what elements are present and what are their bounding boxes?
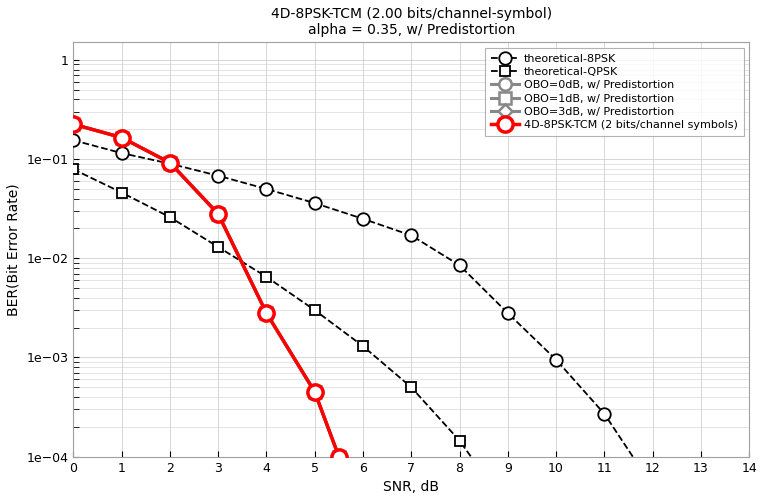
theoretical-QPSK: [214, 244, 223, 250]
theoretical-QPSK: [117, 189, 126, 195]
OBO=1dB, w/ Predistortion: [117, 135, 126, 141]
4D-8PSK-TCM (2 bits/channel symbols): [165, 160, 174, 166]
theoretical-8PSK: [552, 357, 561, 363]
OBO=0dB, w/ Predistortion: [165, 160, 174, 166]
X-axis label: SNR, dB: SNR, dB: [384, 480, 439, 494]
OBO=1dB, w/ Predistortion: [214, 211, 223, 217]
theoretical-8PSK: [600, 411, 609, 417]
theoretical-8PSK: [503, 310, 513, 316]
theoretical-8PSK: [69, 137, 78, 143]
theoretical-QPSK: [69, 166, 78, 172]
OBO=3dB, w/ Predistortion: [69, 121, 78, 127]
Line: theoretical-QPSK: theoretical-QPSK: [69, 164, 609, 501]
4D-8PSK-TCM (2 bits/channel symbols): [117, 135, 126, 141]
OBO=3dB, w/ Predistortion: [335, 453, 344, 459]
theoretical-QPSK: [406, 384, 416, 390]
4D-8PSK-TCM (2 bits/channel symbols): [335, 453, 344, 459]
theoretical-8PSK: [165, 161, 174, 167]
Y-axis label: BER(Bit Error Rate): BER(Bit Error Rate): [7, 183, 21, 316]
theoretical-QPSK: [358, 343, 367, 349]
OBO=0dB, w/ Predistortion: [262, 310, 271, 316]
theoretical-8PSK: [214, 173, 223, 179]
theoretical-8PSK: [648, 483, 657, 489]
OBO=0dB, w/ Predistortion: [214, 211, 223, 217]
OBO=3dB, w/ Predistortion: [310, 389, 319, 395]
Line: OBO=3dB, w/ Predistortion: OBO=3dB, w/ Predistortion: [69, 119, 344, 461]
theoretical-QPSK: [455, 438, 464, 444]
OBO=3dB, w/ Predistortion: [262, 310, 271, 316]
4D-8PSK-TCM (2 bits/channel symbols): [262, 310, 271, 316]
OBO=3dB, w/ Predistortion: [165, 160, 174, 166]
4D-8PSK-TCM (2 bits/channel symbols): [310, 389, 319, 395]
theoretical-QPSK: [310, 307, 319, 313]
theoretical-8PSK: [262, 186, 271, 192]
Legend: theoretical-8PSK, theoretical-QPSK, OBO=0dB, w/ Predistortion, OBO=1dB, w/ Predi: theoretical-8PSK, theoretical-QPSK, OBO=…: [485, 48, 743, 136]
OBO=1dB, w/ Predistortion: [69, 121, 78, 127]
OBO=1dB, w/ Predistortion: [310, 389, 319, 395]
OBO=0dB, w/ Predistortion: [117, 135, 126, 141]
OBO=3dB, w/ Predistortion: [117, 135, 126, 141]
theoretical-8PSK: [455, 263, 464, 269]
4D-8PSK-TCM (2 bits/channel symbols): [214, 211, 223, 217]
theoretical-8PSK: [358, 216, 367, 222]
theoretical-8PSK: [310, 200, 319, 206]
theoretical-8PSK: [406, 232, 416, 238]
OBO=3dB, w/ Predistortion: [214, 211, 223, 217]
theoretical-QPSK: [165, 214, 174, 220]
theoretical-QPSK: [262, 274, 271, 280]
OBO=1dB, w/ Predistortion: [335, 453, 344, 459]
OBO=0dB, w/ Predistortion: [69, 121, 78, 127]
Line: OBO=0dB, w/ Predistortion: OBO=0dB, w/ Predistortion: [67, 118, 345, 463]
Line: OBO=1dB, w/ Predistortion: OBO=1dB, w/ Predistortion: [68, 119, 345, 462]
Title: 4D-8PSK-TCM (2.00 bits/channel-symbol)
alpha = 0.35, w/ Predistortion: 4D-8PSK-TCM (2.00 bits/channel-symbol) a…: [270, 7, 552, 37]
OBO=0dB, w/ Predistortion: [310, 389, 319, 395]
OBO=0dB, w/ Predistortion: [335, 453, 344, 459]
4D-8PSK-TCM (2 bits/channel symbols): [69, 121, 78, 127]
OBO=1dB, w/ Predistortion: [165, 160, 174, 166]
OBO=1dB, w/ Predistortion: [262, 310, 271, 316]
Line: theoretical-8PSK: theoretical-8PSK: [67, 134, 659, 493]
Line: 4D-8PSK-TCM (2 bits/channel symbols): 4D-8PSK-TCM (2 bits/channel symbols): [66, 117, 347, 464]
theoretical-8PSK: [117, 150, 126, 156]
